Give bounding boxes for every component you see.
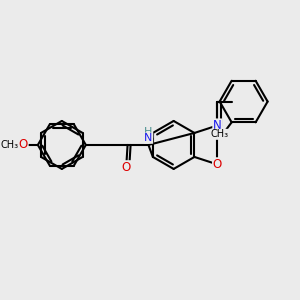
Text: H: H <box>144 128 153 137</box>
Text: O: O <box>213 158 222 171</box>
Text: CH₃: CH₃ <box>210 129 229 139</box>
Text: CH₃: CH₃ <box>1 140 19 150</box>
Text: O: O <box>122 161 131 174</box>
Text: O: O <box>19 138 28 152</box>
Text: N: N <box>213 119 222 132</box>
Text: N: N <box>144 133 153 143</box>
